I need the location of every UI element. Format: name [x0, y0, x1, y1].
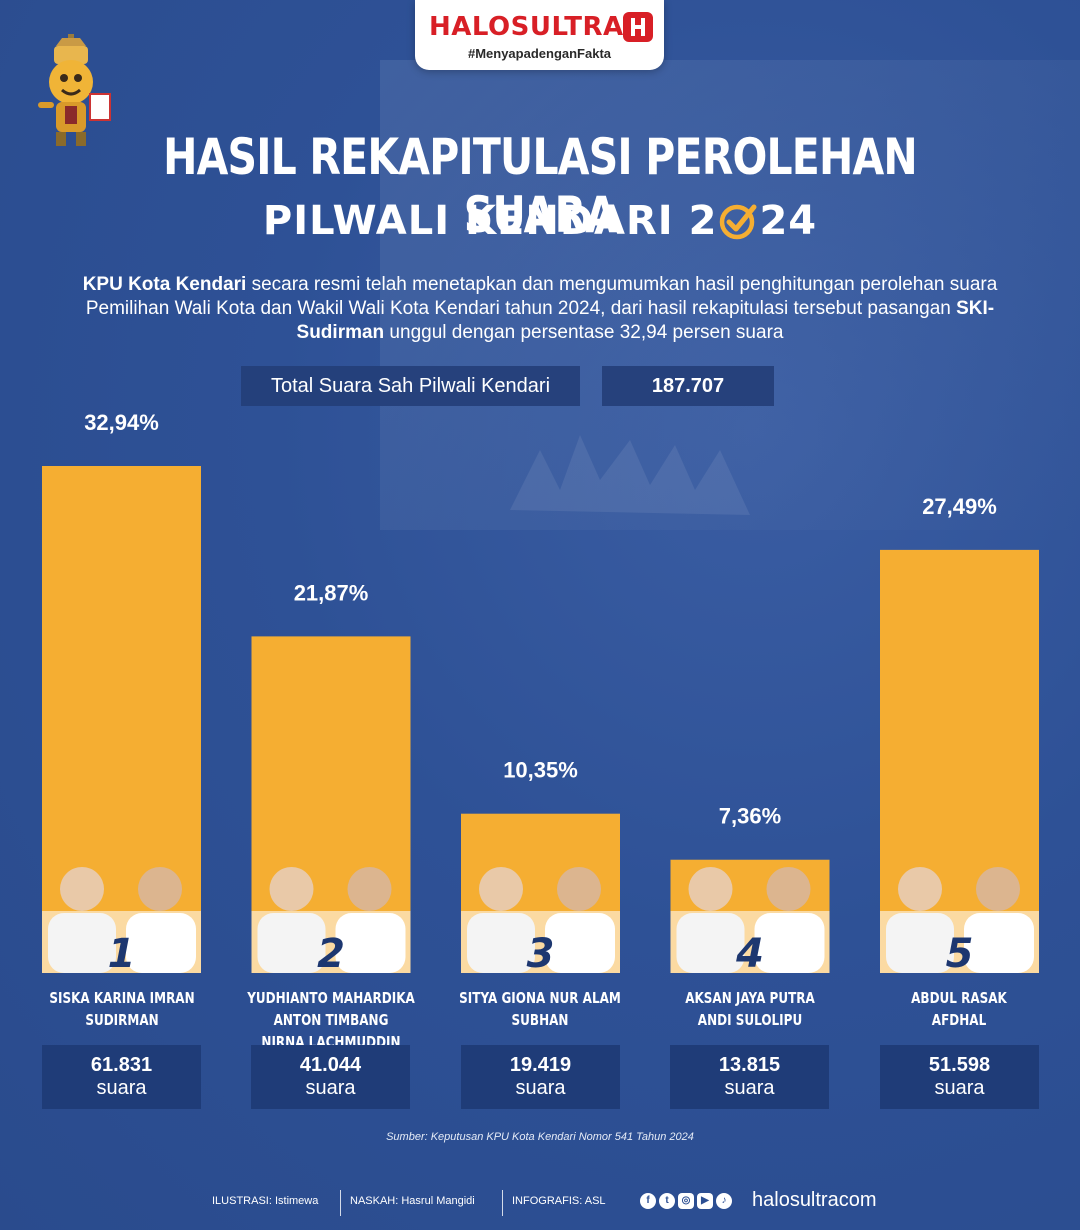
candidate-photo-left-head-5 — [898, 867, 942, 911]
percent-label-1: 32,94% — [84, 410, 159, 435]
source-note: Sumber: Keputusan KPU Kota Kendari Nomor… — [386, 1131, 694, 1143]
percent-label-3: 10,35% — [503, 758, 578, 783]
twitter-icon[interactable]: t — [659, 1193, 675, 1209]
intro-winner: SKI-Sudirman — [296, 298, 995, 343]
credit-divider — [502, 1190, 503, 1216]
candidate-photo-left-head-4 — [688, 867, 733, 911]
votes-unit-1: suara — [96, 1077, 147, 1099]
votes-unit-2: suara — [305, 1077, 356, 1099]
intro-text-2: unggul dengan persentase 32,94 persen su… — [384, 322, 784, 343]
candidate-name-4-line2: ANDI SULOLIPU — [697, 1011, 803, 1029]
brand-name: HALOSULTRA — [429, 12, 624, 42]
candidate-name-1: SISKA KARINA IMRAN SUDIRMAN — [18, 987, 226, 1031]
subtitle-part-2: 24 — [759, 198, 818, 244]
background-garuda-shape — [510, 435, 750, 515]
brand-h-icon — [623, 12, 653, 42]
candidate-name-4-line1: AKSAN JAYA PUTRA — [685, 989, 815, 1007]
candidate-photo-right-body-4 — [754, 913, 825, 973]
candidate-photo-right-body-1 — [126, 913, 196, 973]
candidate-photo-left-body-5 — [886, 913, 954, 973]
website-link[interactable]: halosultracom — [752, 1189, 877, 1211]
candidate-name-5-line2: AFDHAL — [931, 1011, 987, 1029]
candidate-number-2: 2 — [317, 931, 345, 977]
candidate-name-1-line1: SISKA KARINA IMRAN — [49, 989, 195, 1007]
candidate-photo-right-head-5 — [976, 867, 1020, 911]
brand-logo[interactable]: HALOSULTRA #MenyapadenganFakta — [415, 0, 664, 70]
votes-box-2: 41.044 suara — [251, 1045, 410, 1109]
candidate-photo-left-body-3 — [467, 913, 535, 973]
candidate-photo-right-head-4 — [766, 867, 811, 911]
candidate-name-2: YUDHIANTO MAHARDIKA ANTON TIMBANG NIRNA L… — [227, 987, 435, 1053]
mascot-illustration — [38, 34, 111, 146]
candidate-photo-left-head-3 — [479, 867, 523, 911]
candidate-photo-right-body-2 — [335, 913, 406, 973]
votes-unit-4: suara — [724, 1077, 775, 1099]
credit-divider — [340, 1190, 341, 1216]
votes-box-1: 61.831 suara — [42, 1045, 201, 1109]
facebook-icon[interactable]: f — [640, 1193, 656, 1209]
votes-count-4: 13.815 — [718, 1054, 781, 1076]
bar-candidate-5 — [880, 549, 1039, 973]
credit-naskah: NASKAH: Hasrul Mangidi — [350, 1195, 475, 1207]
candidate-photo-right-head-2 — [347, 867, 392, 911]
votes-box-3: 19.419 suara — [461, 1045, 620, 1109]
candidate-name-5-line1: ABDUL RASAK — [911, 989, 1007, 1007]
votes-count-3: 19.419 — [509, 1054, 572, 1076]
candidate-name-3: SITYA GIONA NUR ALAM SUBHAN — [436, 987, 644, 1031]
votes-box-5: 51.598 suara — [880, 1045, 1039, 1109]
percent-label-4: 7,36% — [719, 804, 781, 829]
votes-unit-3: suara — [515, 1077, 566, 1099]
votes-count-1: 61.831 — [90, 1054, 153, 1076]
brand-tagline: #MenyapadenganFakta — [467, 46, 612, 61]
candidate-number-4: 4 — [735, 931, 764, 977]
votes-unit-5: suara — [934, 1077, 985, 1099]
candidate-name-5: ABDUL RASAK AFDHAL — [855, 987, 1063, 1031]
candidate-number-1: 1 — [108, 931, 136, 977]
page-subtitle: PILWALI KENDARI 2 24 — [0, 198, 1080, 244]
subtitle-part-1: PILWALI KENDARI 2 — [262, 198, 718, 244]
candidate-photo-right-body-5 — [964, 913, 1034, 973]
candidate-photo-left-body-2 — [257, 913, 326, 973]
candidate-name-1-line2: SUDIRMAN — [85, 1011, 159, 1029]
intro-paragraph: KPU Kota Kendari secara resmi telah mene… — [60, 273, 1020, 345]
candidate-name-2-line1: YUDHIANTO MAHARDIKA ANTON TIMBANG — [247, 989, 415, 1029]
votes-box-4: 13.815 suara — [670, 1045, 829, 1109]
candidate-photo-left-body-1 — [48, 913, 116, 973]
total-votes-label: Total Suara Sah Pilwali Kendari — [241, 366, 580, 406]
intro-text-1: secara resmi telah menetapkan dan mengum… — [85, 274, 998, 319]
candidate-photo-left-head-1 — [60, 867, 104, 911]
tiktok-icon[interactable]: ♪ — [716, 1193, 732, 1209]
candidate-name-3-line1: SITYA GIONA NUR ALAM — [459, 989, 621, 1007]
youtube-icon[interactable]: ▶ — [697, 1193, 713, 1209]
total-votes-value: 187.707 — [602, 366, 774, 406]
votes-count-2: 41.044 — [299, 1054, 362, 1076]
candidate-number-3: 3 — [527, 931, 555, 977]
credit-ilustrasi: ILUSTRASI: Istimewa — [212, 1195, 319, 1207]
candidate-photo-right-body-3 — [545, 913, 615, 973]
page-title: HASIL REKAPITULASI PEROLEHAN SUARA — [163, 128, 918, 244]
candidate-name-4: AKSAN JAYA PUTRA ANDI SULOLIPU — [646, 987, 854, 1031]
votes-count-5: 51.598 — [928, 1054, 991, 1076]
intro-lead: KPU Kota Kendari — [82, 274, 247, 295]
background-photo-overlay — [380, 60, 1080, 530]
percent-label-5: 27,49% — [922, 494, 997, 519]
percent-label-2: 21,87% — [294, 580, 369, 605]
candidate-photo-right-head-3 — [557, 867, 601, 911]
candidate-name-3-line2: SUBHAN — [511, 1011, 569, 1029]
candidate-photo-left-body-4 — [676, 913, 745, 973]
candidate-photo-right-head-1 — [138, 867, 182, 911]
checkmark-circle-icon — [720, 204, 757, 240]
credit-infografis: INFOGRAFIS: ASL — [512, 1195, 606, 1207]
candidate-photo-left-head-2 — [269, 867, 314, 911]
instagram-icon[interactable]: ◎ — [678, 1193, 694, 1209]
candidate-number-5: 5 — [946, 931, 974, 977]
